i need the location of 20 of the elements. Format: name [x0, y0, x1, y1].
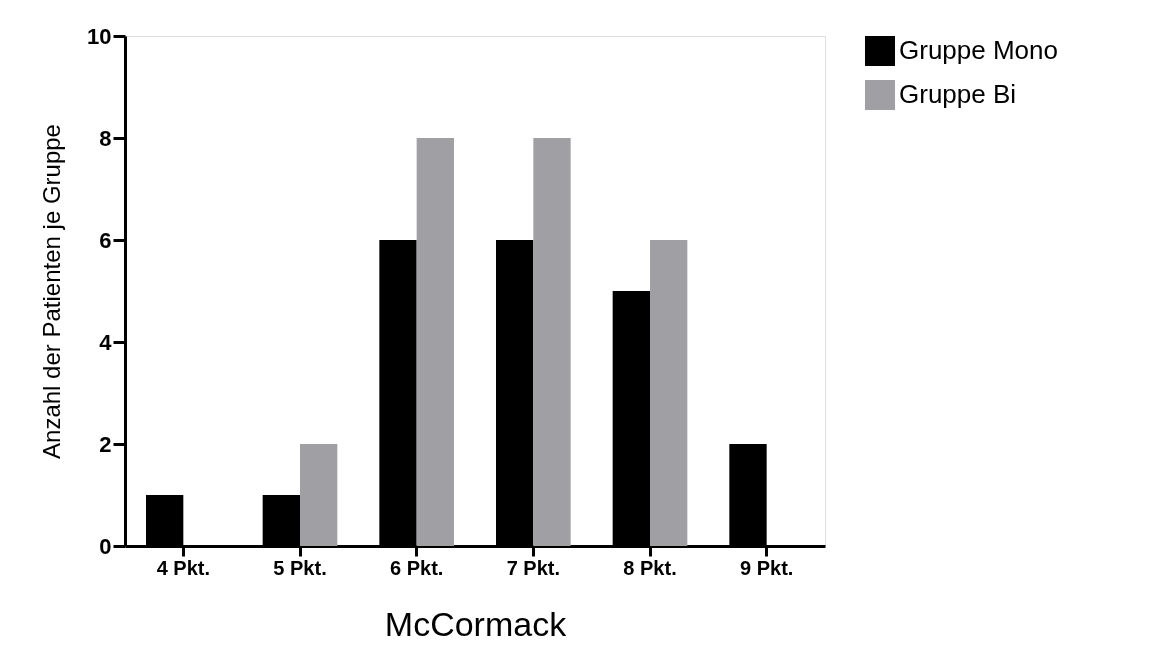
bar	[650, 240, 688, 546]
x-tick-label: 9 Pkt.	[739, 556, 794, 579]
x-tick-label: 4 Pkt.	[156, 556, 211, 579]
y-tick-label: 4	[99, 329, 113, 355]
bar	[533, 138, 571, 546]
y-tick-label: 10	[87, 23, 112, 49]
x-axis-title: McCormack	[384, 604, 568, 643]
x-tick-label: 6 Pkt.	[389, 556, 444, 579]
y-axis-title: Anzahl der Patienten je Gruppe	[38, 124, 66, 459]
x-tick-label: 8 Pkt.	[623, 556, 677, 579]
bar	[416, 138, 454, 546]
y-tick-label: 2	[99, 431, 112, 457]
legend-label: Gruppe Bi	[899, 79, 1017, 109]
legend-label: Gruppe Mono	[899, 35, 1058, 65]
y-tick-label: 0	[99, 533, 112, 559]
bar	[300, 444, 338, 546]
y-tick-label: 8	[99, 125, 112, 151]
x-tick-label: 7 Pkt.	[506, 556, 561, 579]
y-tick-label: 6	[99, 227, 112, 253]
x-tick-label: 5 Pkt.	[273, 556, 327, 579]
